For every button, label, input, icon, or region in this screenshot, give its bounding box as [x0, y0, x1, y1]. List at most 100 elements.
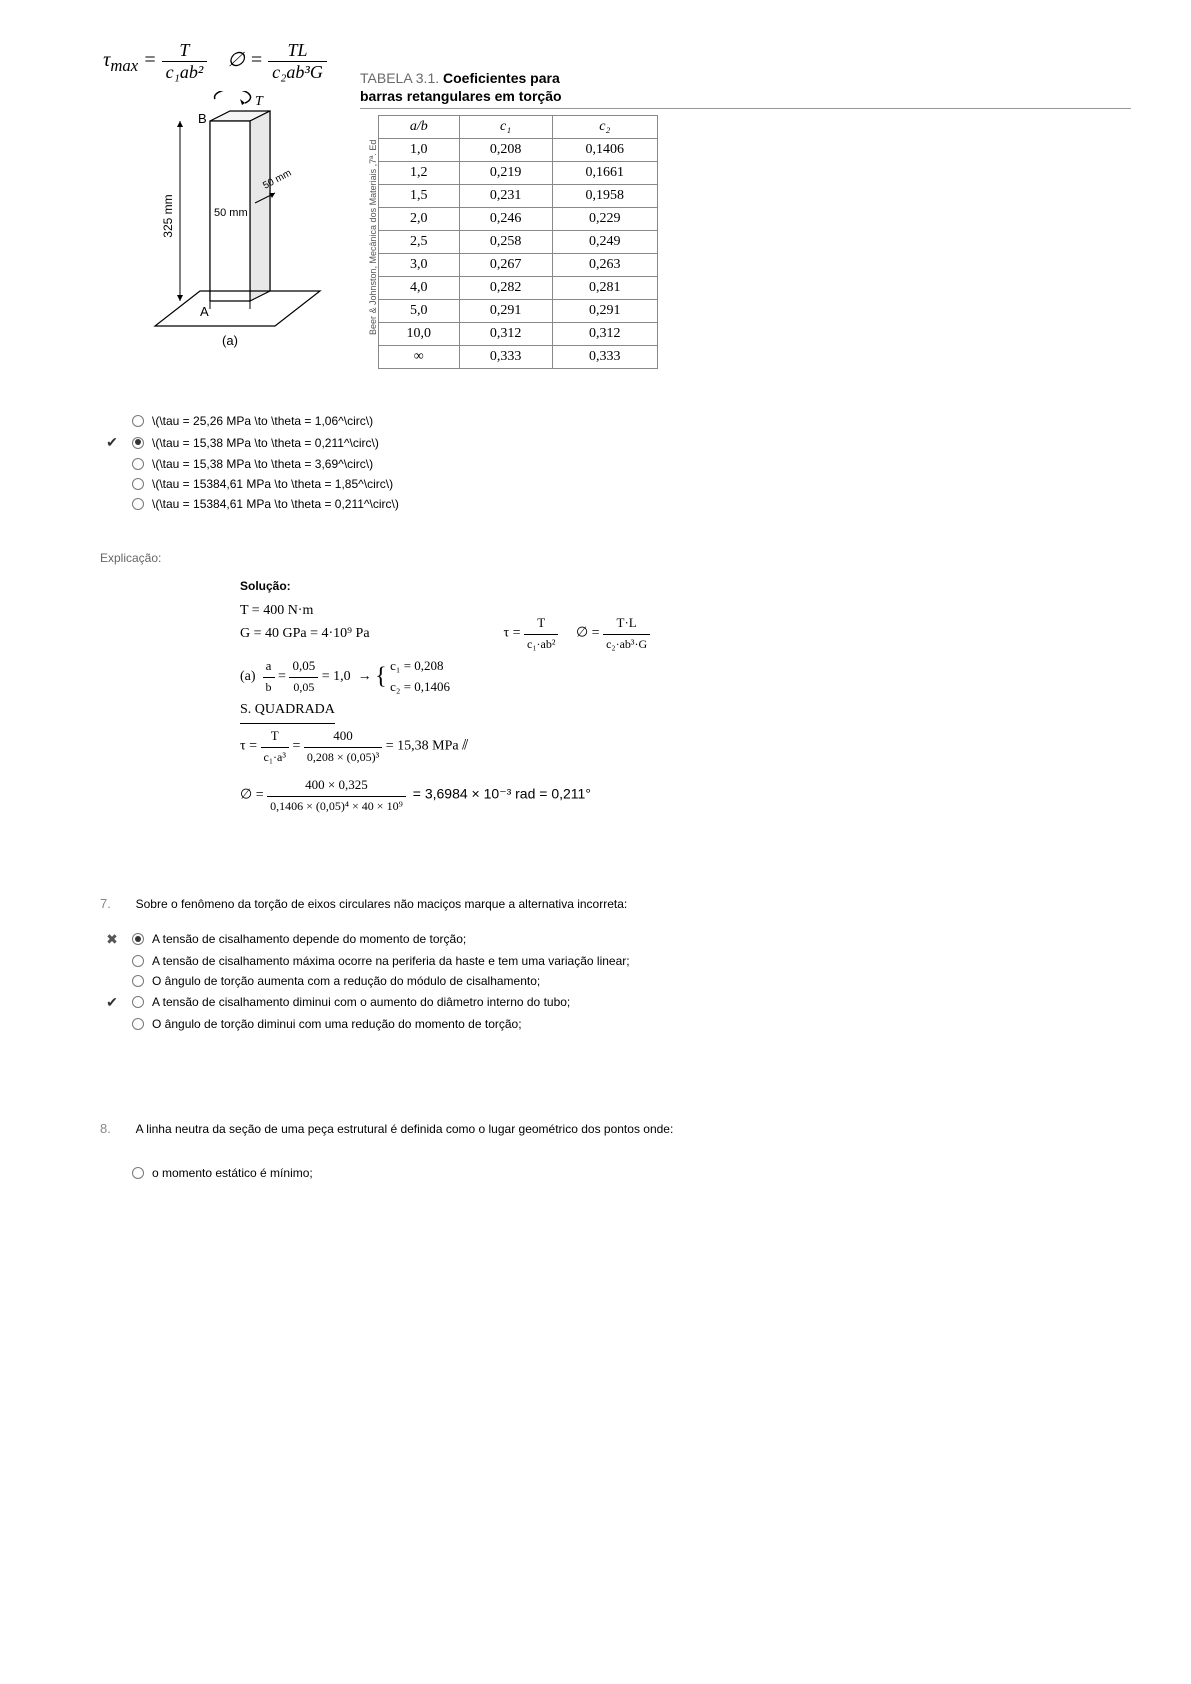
- option-text: \(\tau = 15384,61 MPa \to \theta = 0,211…: [152, 497, 399, 511]
- table-row: 5,00,2910,291: [379, 300, 658, 323]
- q7-number: 7.: [100, 896, 120, 911]
- option-text: \(\tau = 25,26 MPa \to \theta = 1,06^\ci…: [152, 414, 373, 428]
- q7-options: ✖A tensão de cisalhamento depende do mom…: [100, 931, 1131, 1031]
- radio-button[interactable]: [132, 458, 144, 470]
- option-row[interactable]: \(\tau = 15384,61 MPa \to \theta = 0,211…: [100, 497, 1131, 511]
- table-cell: 0,246: [459, 208, 552, 231]
- sol-c2: c₂ = 0,1406: [390, 679, 450, 694]
- q8-text: A linha neutra da seção de uma peça estr…: [136, 1122, 1036, 1136]
- radio-button[interactable]: [132, 437, 144, 449]
- table-cell: 0,333: [459, 346, 552, 369]
- table-cell: 0,1661: [552, 162, 657, 185]
- explanation-label: Explicação:: [100, 551, 1131, 565]
- frac-phi: TL c₂ab³G: [268, 40, 327, 83]
- option-row[interactable]: \(\tau = 15384,61 MPa \to \theta = 1,85^…: [100, 477, 1131, 491]
- table-cell: 0,229: [552, 208, 657, 231]
- radio-button[interactable]: [132, 478, 144, 490]
- sol-ftau-den: c₁·ab²: [524, 635, 558, 654]
- sol-ratio-d: 0,05: [289, 678, 318, 697]
- table-cell: 10,0: [379, 323, 460, 346]
- table-row: 2,50,2580,249: [379, 231, 658, 254]
- q7-block: 7. Sobre o fenômeno da torção de eixos c…: [100, 896, 1131, 1031]
- table-title-prefix: TABELA 3.1.: [360, 70, 439, 86]
- frac-phi-den: c₂ab³G: [268, 62, 327, 83]
- table-cell: 0,282: [459, 277, 552, 300]
- point-b: B: [198, 111, 207, 126]
- table-cell: 0,267: [459, 254, 552, 277]
- option-text: o momento estático é mínimo;: [152, 1166, 313, 1180]
- q7-text: Sobre o fenômeno da torção de eixos circ…: [136, 897, 1036, 911]
- radio-button[interactable]: [132, 498, 144, 510]
- sol-tau-calc: τ = Tc₁·a³ = 4000,208 × (0,05)³ = 15,38 …: [240, 726, 1131, 767]
- table-cell: 0,291: [459, 300, 552, 323]
- radio-button[interactable]: [132, 1167, 144, 1179]
- torque-label: T: [255, 94, 264, 109]
- option-text: \(\tau = 15,38 MPa \to \theta = 0,211^\c…: [152, 436, 379, 450]
- coefficients-table: a/bc₁c₂ 1,00,2080,14061,20,2190,16611,50…: [378, 115, 658, 369]
- table-cell: ∞: [379, 346, 460, 369]
- sol-quadrada: S. QUADRADA: [240, 699, 335, 723]
- radio-button[interactable]: [132, 933, 144, 945]
- frac-tau-num: T: [162, 40, 208, 62]
- option-row[interactable]: A tensão de cisalhamento máxima ocorre n…: [100, 954, 1131, 968]
- table-cell: 0,219: [459, 162, 552, 185]
- phi-symbol: ∅: [227, 49, 244, 71]
- option-row[interactable]: O ângulo de torção diminui com uma reduç…: [100, 1017, 1131, 1031]
- eq1: =: [143, 49, 157, 71]
- check-icon: ✔: [100, 434, 124, 451]
- option-text: \(\tau = 15,38 MPa \to \theta = 3,69^\ci…: [152, 457, 373, 471]
- option-row[interactable]: ✔ \(\tau = 15,38 MPa \to \theta = 0,211^\…: [100, 434, 1131, 451]
- radio-button[interactable]: [132, 955, 144, 967]
- sol-pc-rad: 3,6984 × 10⁻³ rad: [425, 786, 536, 802]
- option-row[interactable]: ✔ A tensão de cisalhamento diminui com o …: [100, 994, 1131, 1011]
- option-row[interactable]: \(\tau = 25,26 MPa \to \theta = 1,06^\ci…: [100, 414, 1131, 428]
- table-header: a/b: [379, 116, 460, 139]
- table-row: 2,00,2460,229: [379, 208, 658, 231]
- option-row[interactable]: ✖A tensão de cisalhamento depende do mom…: [100, 931, 1131, 948]
- q8-number: 8.: [100, 1121, 120, 1136]
- max-sub: max: [110, 56, 138, 75]
- table-cell: 0,231: [459, 185, 552, 208]
- cross-icon: ✖: [100, 931, 124, 948]
- table-cell: 0,281: [552, 277, 657, 300]
- option-text: A tensão de cisalhamento diminui com o a…: [152, 995, 570, 1009]
- table-row: 1,50,2310,1958: [379, 185, 658, 208]
- option-row[interactable]: O ângulo de torção aumenta com a redução…: [100, 974, 1131, 988]
- table-cell: 0,208: [459, 139, 552, 162]
- sol-phi-calc: ∅ = 400 × 0,3250,1406 × (0,05)⁴ × 40 × 1…: [240, 775, 1131, 816]
- sol-ratio-n: 0,05: [289, 656, 318, 678]
- table-title: TABELA 3.1. Coeficientes para: [360, 70, 1131, 86]
- sol-tc-d1: c₁·a³: [261, 748, 289, 767]
- option-row[interactable]: \(\tau = 15,38 MPa \to \theta = 3,69^\ci…: [100, 457, 1131, 471]
- radio-button[interactable]: [132, 1018, 144, 1030]
- point-a: A: [200, 304, 209, 319]
- sol-tc-n1: T: [261, 726, 289, 748]
- table-cell: 2,5: [379, 231, 460, 254]
- solution-heading: Solução:: [240, 577, 1131, 596]
- table-subtitle: barras retangulares em torção: [360, 88, 1131, 109]
- table-credit: Beer & Johnston, Mecânica dos Materiais …: [368, 140, 378, 335]
- top-section: τmax = T c₁ab² ∅ = TL c₂ab³G T: [100, 40, 1131, 374]
- radio-button[interactable]: [132, 975, 144, 987]
- check-icon: ✔: [100, 994, 124, 1011]
- table-cell: 5,0: [379, 300, 460, 323]
- option-row[interactable]: o momento estático é mínimo;: [100, 1166, 1131, 1180]
- radio-button[interactable]: [132, 996, 144, 1008]
- table-row: 3,00,2670,263: [379, 254, 658, 277]
- table-cell: 0,263: [552, 254, 657, 277]
- sol-row-1: T = 400 N·m G = 40 GPa = 4·10⁹ Pa τ = Tc…: [240, 600, 1131, 654]
- frac-tau: T c₁ab²: [162, 40, 208, 83]
- q8-options: o momento estático é mínimo;: [100, 1166, 1131, 1180]
- table-cell: 3,0: [379, 254, 460, 277]
- sol-fphi-num: T·L: [603, 613, 650, 635]
- table-header: c₂: [552, 116, 657, 139]
- radio-button[interactable]: [132, 415, 144, 427]
- table-cell: 1,2: [379, 162, 460, 185]
- table-cell: 0,312: [552, 323, 657, 346]
- frac-phi-num: TL: [268, 40, 327, 62]
- table-cell: 0,249: [552, 231, 657, 254]
- frac-tau-den: c₁ab²: [162, 62, 208, 83]
- sol-pc-deg: 0,211°: [551, 786, 591, 802]
- table-row: 4,00,2820,281: [379, 277, 658, 300]
- width-label: 50 mm: [214, 207, 248, 219]
